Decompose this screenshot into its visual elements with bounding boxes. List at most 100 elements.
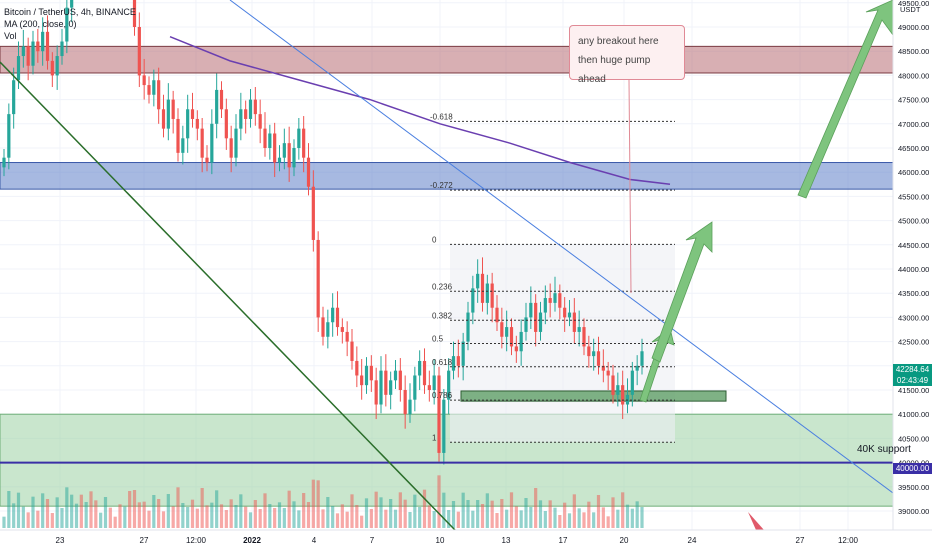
symbol-title[interactable]: Bitcoin / TetherUS, 4h, BINANCE xyxy=(4,7,136,17)
volume-bar xyxy=(393,509,398,528)
candle-body xyxy=(302,128,306,158)
candle-body xyxy=(176,118,180,153)
volume-bar xyxy=(292,501,296,528)
volume-bar xyxy=(306,502,311,528)
volume-bar xyxy=(577,508,581,528)
candle-body xyxy=(132,0,137,27)
volume-bar xyxy=(432,511,436,528)
fib-level-label: 0.618 xyxy=(432,358,453,367)
volume-bar xyxy=(389,499,393,528)
volume-bar xyxy=(200,488,204,528)
volume-bar xyxy=(350,494,354,528)
price-tick-label: 48500.00 xyxy=(898,47,929,56)
volume-bar xyxy=(451,501,456,528)
volume-bar xyxy=(65,487,69,528)
fib-level-label: 0.382 xyxy=(432,311,453,320)
candle-body xyxy=(485,283,489,303)
time-axis: 23 27 12:00 2022 4 7 10 13 17 20 24 27 12:00 xyxy=(0,529,932,550)
volume-bar xyxy=(132,490,137,528)
price-axis: 39000.00 39500.00 40000.00 40500.00 41000.00… xyxy=(892,0,932,530)
ma-indicator-label[interactable]: MA (200, close, 0) xyxy=(4,19,77,29)
candle-body xyxy=(224,109,228,139)
candle-body xyxy=(195,118,199,129)
candle-body xyxy=(137,27,141,76)
callout-line-1: any breakout here xyxy=(578,36,659,47)
candle-body xyxy=(340,327,344,332)
volume-bar xyxy=(572,494,576,528)
green-trendline xyxy=(0,61,456,531)
volume-bar xyxy=(161,511,166,528)
volume-bar xyxy=(422,489,427,528)
volume-bar xyxy=(369,509,373,528)
breakout-callout[interactable]: any breakout here then huge pump ahead xyxy=(569,25,685,85)
candle-body xyxy=(582,327,586,347)
volume-bar xyxy=(277,502,282,528)
volume-bar xyxy=(621,492,625,528)
volume-bar xyxy=(403,499,407,528)
candle-body xyxy=(495,307,499,323)
volume-bar xyxy=(616,509,620,528)
candle-body xyxy=(505,327,509,337)
price-tick-label: 39000.00 xyxy=(898,507,929,516)
candle-body xyxy=(142,75,146,86)
fib-level-label: 0 xyxy=(432,235,437,244)
volume-bar xyxy=(26,512,30,528)
volume-bar xyxy=(108,507,112,528)
candle-body xyxy=(210,123,214,163)
candle-body xyxy=(572,312,576,332)
volume-bar xyxy=(418,507,422,528)
zone-40k-support xyxy=(0,413,894,507)
time-tick-label: 13 xyxy=(502,536,511,545)
volume-bar xyxy=(543,511,547,528)
volume-bar xyxy=(205,505,209,528)
volume-bar xyxy=(630,508,634,528)
volume-bar xyxy=(224,510,228,528)
candle-body xyxy=(519,331,523,352)
candle-body xyxy=(621,385,625,405)
candle-body xyxy=(31,41,35,66)
candle-body xyxy=(364,365,369,386)
volume-bar xyxy=(157,499,161,528)
candle-body xyxy=(321,317,325,337)
volume-indicator-label[interactable]: Vol xyxy=(4,31,17,41)
price-tick-label: 46500.00 xyxy=(898,144,929,153)
current-price-tag: 42284.64 02:43:49 xyxy=(893,364,932,386)
candle-body xyxy=(567,312,572,318)
volume-bar xyxy=(142,501,146,528)
time-tick-label: 10 xyxy=(436,536,445,545)
candle-body xyxy=(592,351,596,357)
volume-bar xyxy=(601,507,605,528)
candle-body xyxy=(161,109,166,129)
volume-bar xyxy=(147,510,151,528)
volume-bar xyxy=(79,494,83,528)
volume-bar xyxy=(480,504,485,528)
volume-bar xyxy=(118,504,122,528)
drawn-lines xyxy=(0,0,894,531)
candle-body xyxy=(263,128,267,148)
candle-body xyxy=(186,109,190,139)
volume-bar xyxy=(485,493,489,528)
candle-body xyxy=(630,370,634,395)
callout-pointer xyxy=(628,79,632,294)
candle-body xyxy=(60,41,64,57)
candle-body xyxy=(12,80,16,115)
time-tick-label: 23 xyxy=(56,536,65,545)
volume-bar xyxy=(558,515,562,528)
volume-bar xyxy=(529,507,533,528)
candle-body xyxy=(447,370,451,400)
volume-bar xyxy=(248,512,253,528)
time-tick-label: 4 xyxy=(312,536,317,545)
callout-line-2: then huge pump ahead xyxy=(578,55,651,85)
candle-body xyxy=(190,109,195,119)
candle-body xyxy=(41,31,45,52)
volume-bar xyxy=(244,506,248,528)
volume-bar xyxy=(268,504,272,528)
volume-bar xyxy=(408,512,412,528)
price-tick-label: 47000.00 xyxy=(898,120,929,129)
candle-body xyxy=(306,157,311,187)
candle-body xyxy=(244,109,248,119)
candle-body xyxy=(239,109,243,129)
time-axis-bg xyxy=(0,530,932,550)
candle-body xyxy=(616,385,620,395)
